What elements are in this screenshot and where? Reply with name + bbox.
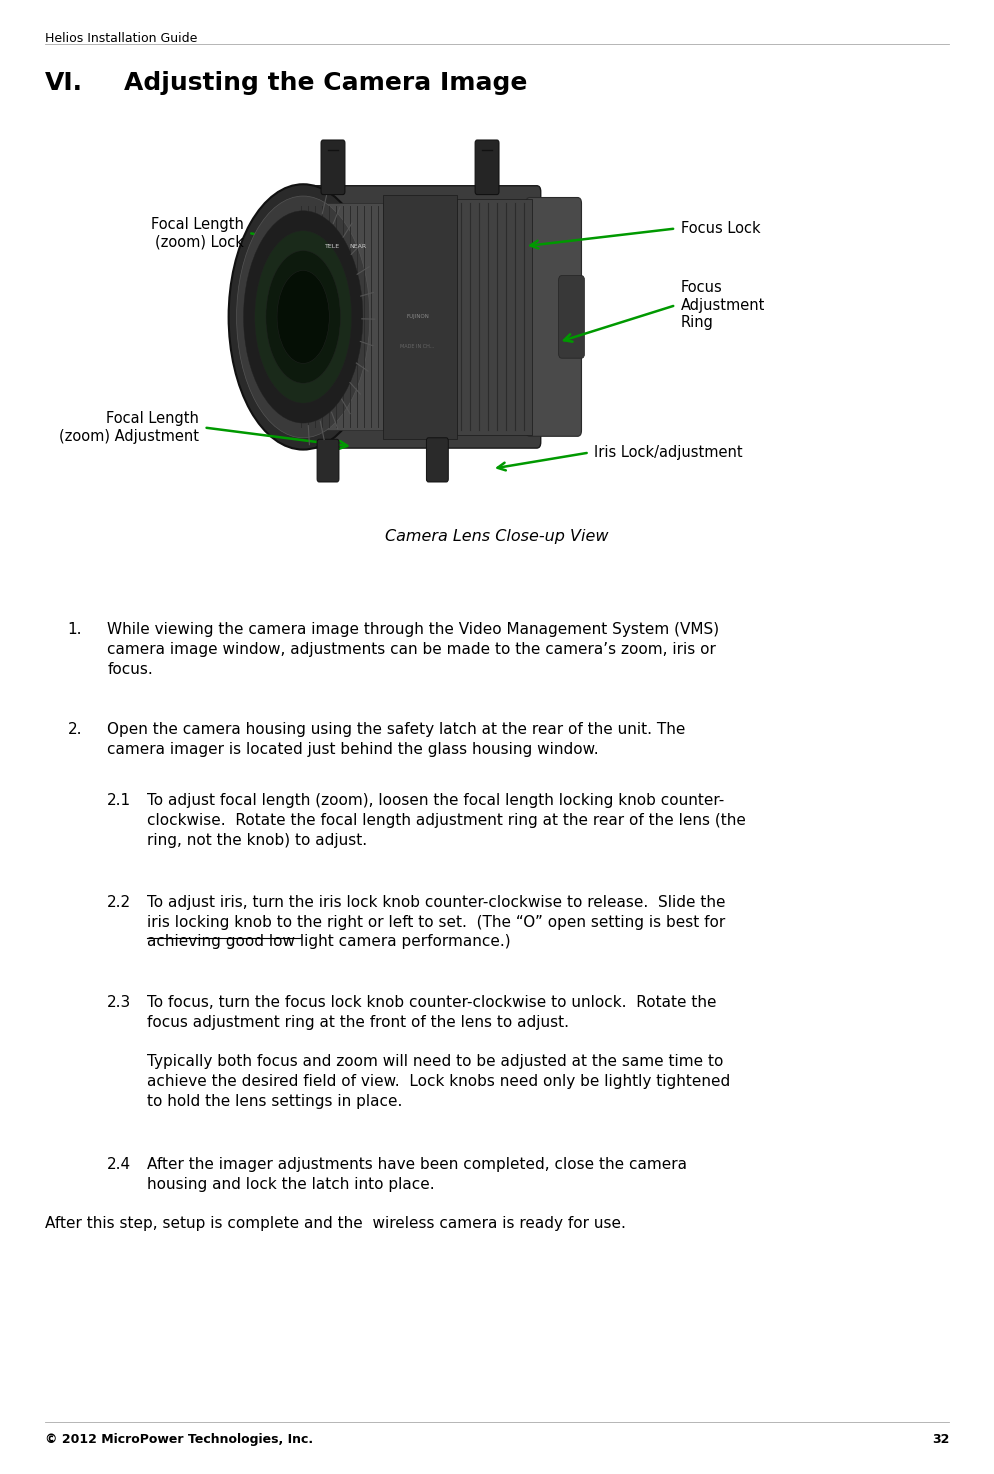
Text: 2.1: 2.1 [107,793,131,808]
Text: To focus, turn the focus lock knob counter-clockwise to unlock.  Rotate the
focu: To focus, turn the focus lock knob count… [147,995,731,1108]
Text: After the imager adjustments have been completed, close the camera
housing and l: After the imager adjustments have been c… [147,1157,687,1192]
Text: Open the camera housing using the safety latch at the rear of the unit. The
came: Open the camera housing using the safety… [107,722,686,758]
FancyBboxPatch shape [526,198,581,436]
Text: Iris Lock/adjustment: Iris Lock/adjustment [594,445,744,460]
Text: MADE IN CH...: MADE IN CH... [401,343,434,349]
Text: 2.3: 2.3 [107,995,131,1010]
Ellipse shape [237,196,370,438]
Text: 32: 32 [932,1433,949,1446]
Text: 2.4: 2.4 [107,1157,131,1172]
FancyBboxPatch shape [426,438,448,482]
Ellipse shape [266,251,340,383]
Text: Focus Lock: Focus Lock [681,221,760,236]
FancyBboxPatch shape [317,439,339,482]
Bar [457,199,532,435]
Text: After this step, setup is complete and the  wireless camera is ready for use.: After this step, setup is complete and t… [45,1216,625,1231]
Text: Camera Lens Close-up View: Camera Lens Close-up View [386,529,608,544]
FancyBboxPatch shape [475,140,499,195]
Text: 2.2: 2.2 [107,895,131,909]
Text: To adjust focal length (zoom), loosen the focal length locking knob counter-
clo: To adjust focal length (zoom), loosen th… [147,793,746,848]
Text: Focal Length
(zoom) Lock: Focal Length (zoom) Lock [151,217,244,249]
Ellipse shape [277,271,329,364]
Text: VI.: VI. [45,71,83,94]
Text: While viewing the camera image through the Video Management System (VMS)
camera : While viewing the camera image through t… [107,622,720,677]
FancyBboxPatch shape [559,276,584,358]
Text: To adjust iris, turn the iris lock knob counter-clockwise to release.  Slide the: To adjust iris, turn the iris lock knob … [147,895,726,949]
Text: Focus
Adjustment
Ring: Focus Adjustment Ring [681,280,765,330]
Ellipse shape [229,184,378,450]
Text: NEAR: NEAR [349,243,367,249]
FancyBboxPatch shape [321,140,345,195]
FancyBboxPatch shape [289,186,541,448]
Text: © 2012 MicroPower Technologies, Inc.: © 2012 MicroPower Technologies, Inc. [45,1433,313,1446]
Text: Adjusting the Camera Image: Adjusting the Camera Image [124,71,528,94]
Ellipse shape [254,231,352,404]
Bar [298,203,383,430]
Text: 1.: 1. [68,622,83,637]
Bar [383,195,457,439]
Text: 2.: 2. [68,722,83,737]
Text: Helios Installation Guide: Helios Installation Guide [45,32,197,46]
Text: TELE: TELE [325,243,341,249]
Ellipse shape [244,211,363,423]
Text: Focal Length
(zoom) Adjustment: Focal Length (zoom) Adjustment [59,411,199,444]
Text: FUJINON: FUJINON [406,314,429,320]
